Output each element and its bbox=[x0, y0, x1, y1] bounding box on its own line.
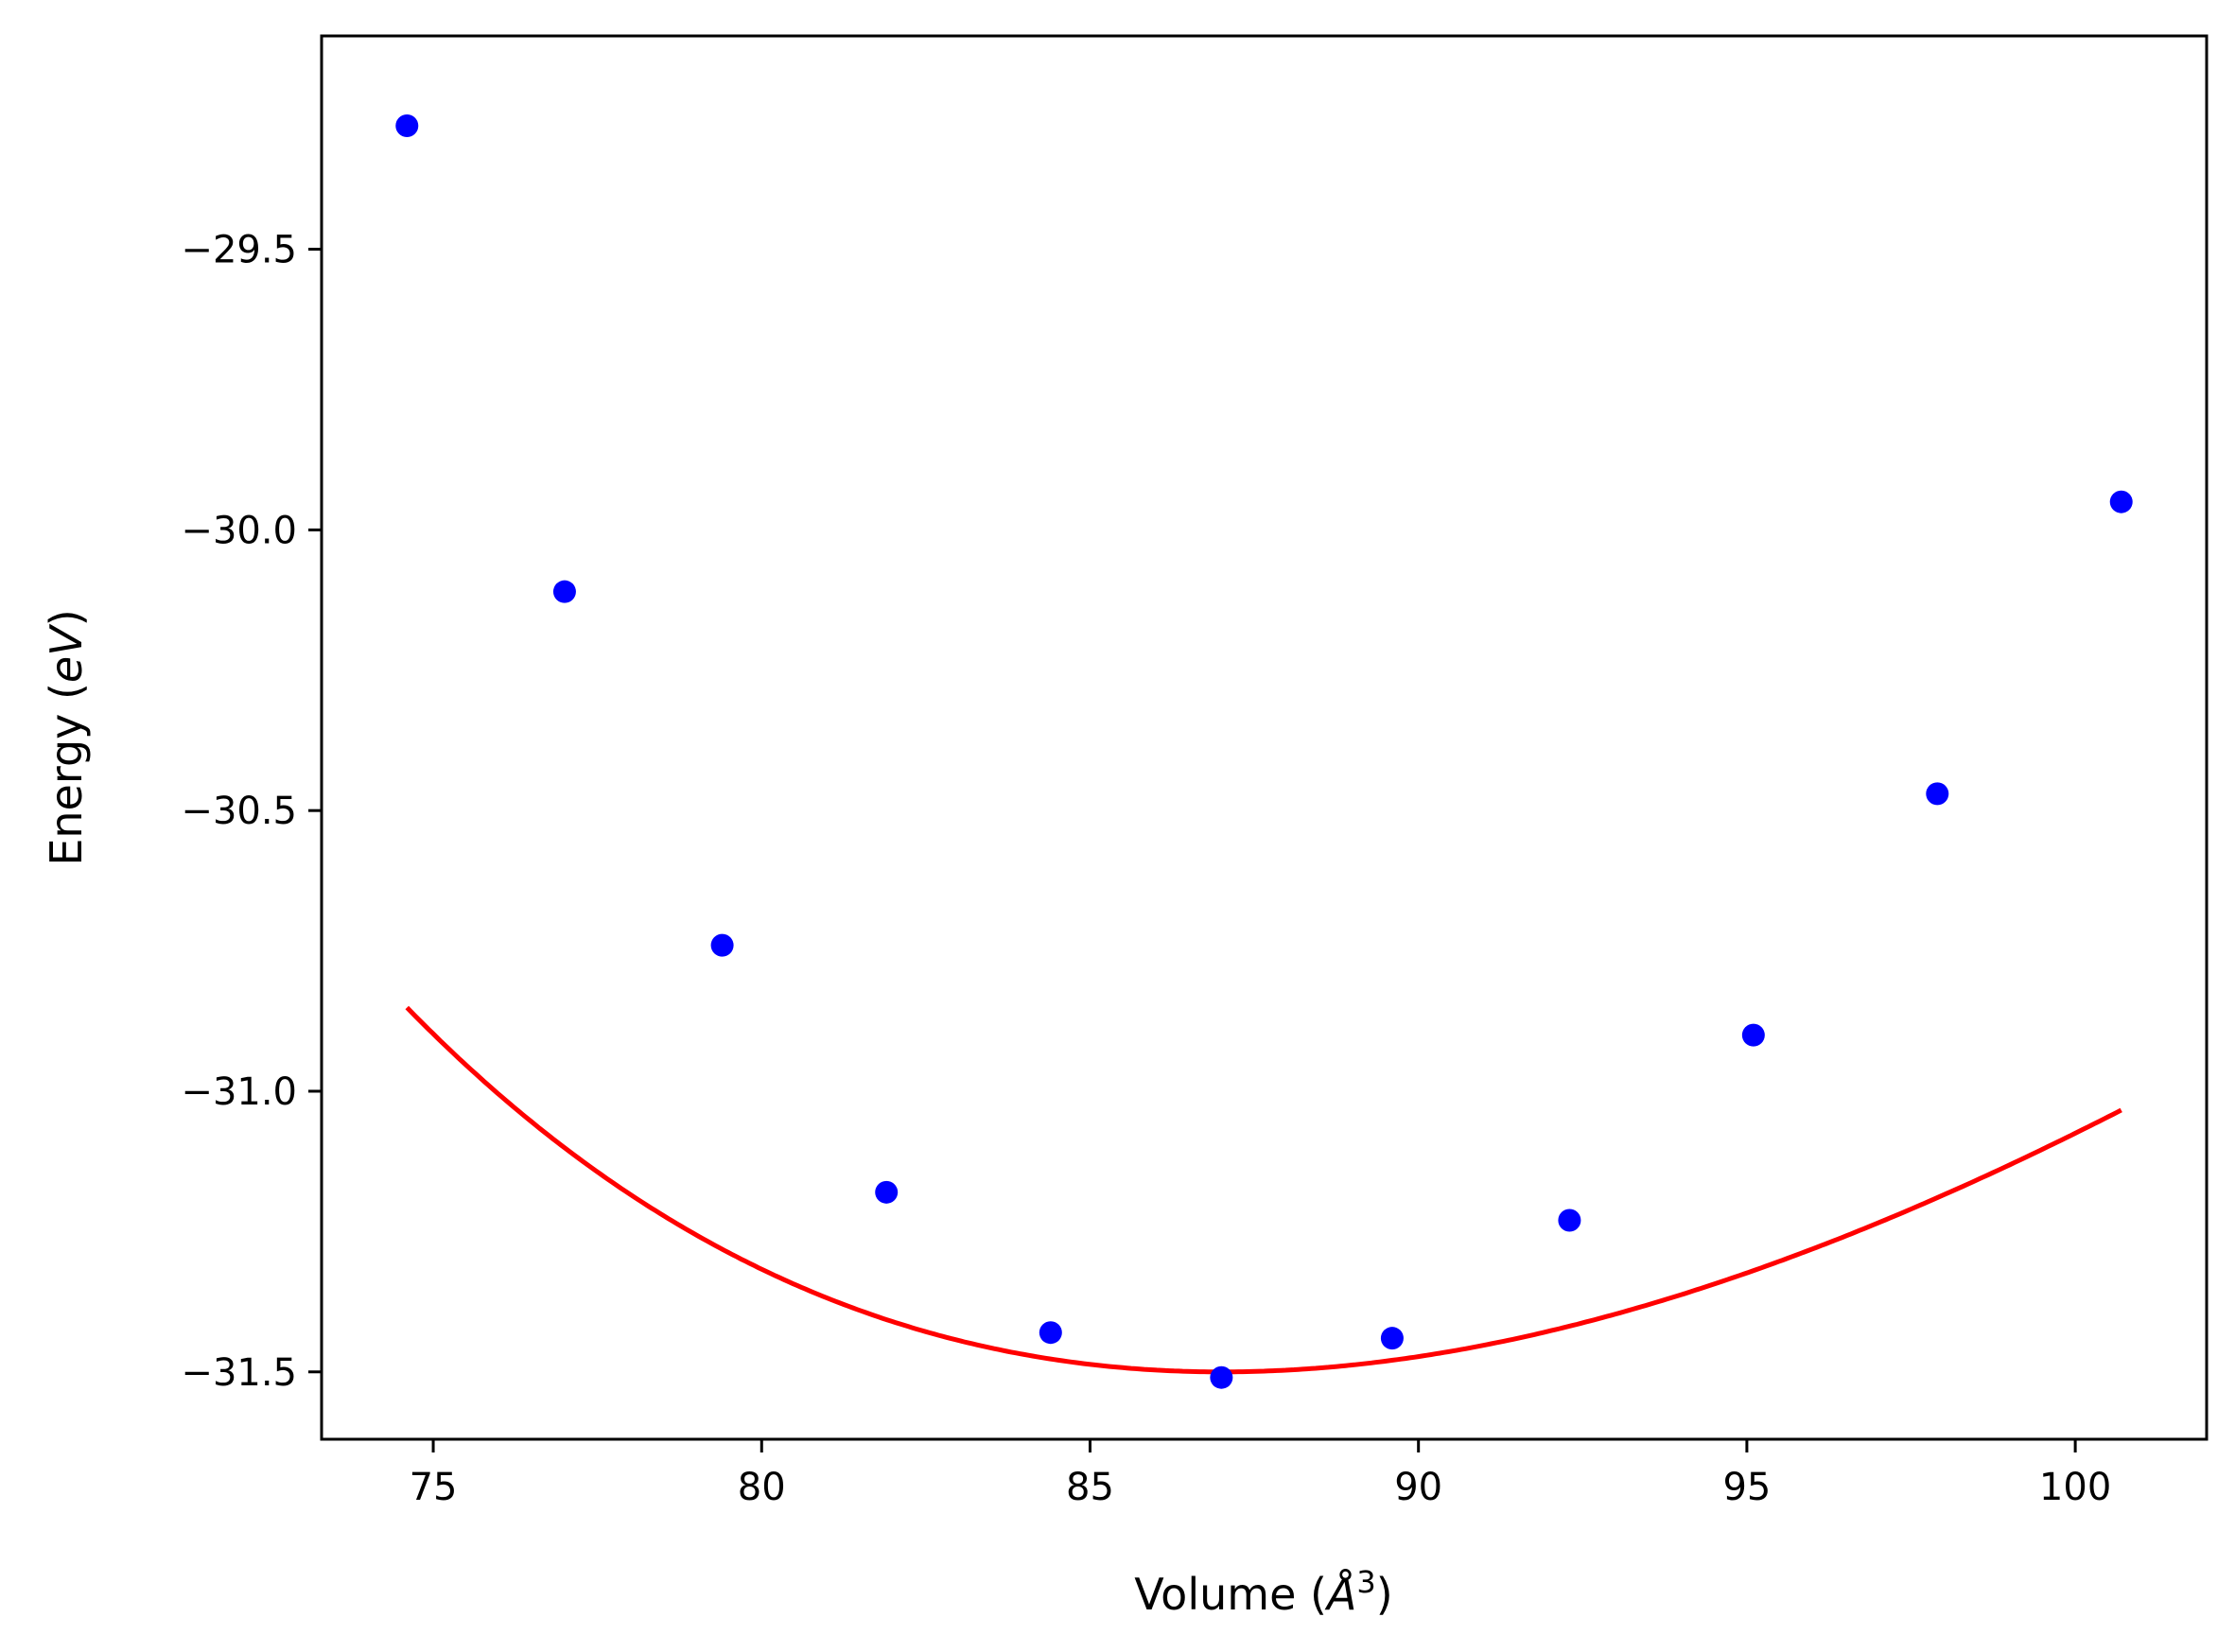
y-tick-label: −30.5 bbox=[181, 790, 297, 833]
axes-frame bbox=[320, 34, 2209, 1441]
x-tick-label: 95 bbox=[1722, 1466, 1771, 1509]
x-axis-label: Volume (Å3) bbox=[1134, 1564, 1392, 1620]
y-axis-label-unit: eV bbox=[41, 623, 92, 683]
y-axis-label-close: ) bbox=[41, 609, 92, 626]
axis-ticks: 75 80 85 90 95 100 −29.5 −30.0 −30.5 −31.0 −31.5 bbox=[181, 229, 2111, 1509]
y-axis-label: Energy (eV) bbox=[41, 609, 92, 865]
y-axis-label-main: Energy ( bbox=[41, 683, 92, 866]
x-tick-label: 85 bbox=[1066, 1466, 1114, 1509]
y-tick-label: −31.0 bbox=[181, 1070, 297, 1114]
data-point bbox=[1741, 1023, 1765, 1047]
x-axis-label-unit: Å bbox=[1324, 1569, 1356, 1620]
x-tick-label: 100 bbox=[2039, 1466, 2111, 1509]
plot-area bbox=[395, 113, 2133, 1389]
data-point bbox=[395, 113, 419, 137]
x-tick-label: 90 bbox=[1394, 1466, 1442, 1509]
x-tick-label: 80 bbox=[738, 1466, 786, 1509]
data-point bbox=[710, 933, 734, 957]
x-axis-label-close: ) bbox=[1376, 1569, 1393, 1620]
y-tick-label: −29.5 bbox=[181, 229, 297, 272]
data-point bbox=[2109, 490, 2133, 513]
data-point bbox=[1039, 1321, 1062, 1345]
y-tick-label: −31.5 bbox=[181, 1351, 297, 1395]
data-point bbox=[552, 580, 576, 603]
data-point bbox=[1558, 1209, 1581, 1232]
x-tick-label: 75 bbox=[410, 1466, 458, 1509]
y-tick-label: −30.0 bbox=[181, 509, 297, 552]
data-point bbox=[875, 1180, 899, 1204]
data-point bbox=[1380, 1327, 1404, 1350]
x-axis-label-main: Volume ( bbox=[1134, 1569, 1327, 1620]
fit-curve-line bbox=[405, 1005, 2122, 1375]
data-point bbox=[1210, 1365, 1233, 1389]
data-point bbox=[1926, 782, 1949, 806]
x-axis-label-power: 3 bbox=[1356, 1564, 1375, 1600]
